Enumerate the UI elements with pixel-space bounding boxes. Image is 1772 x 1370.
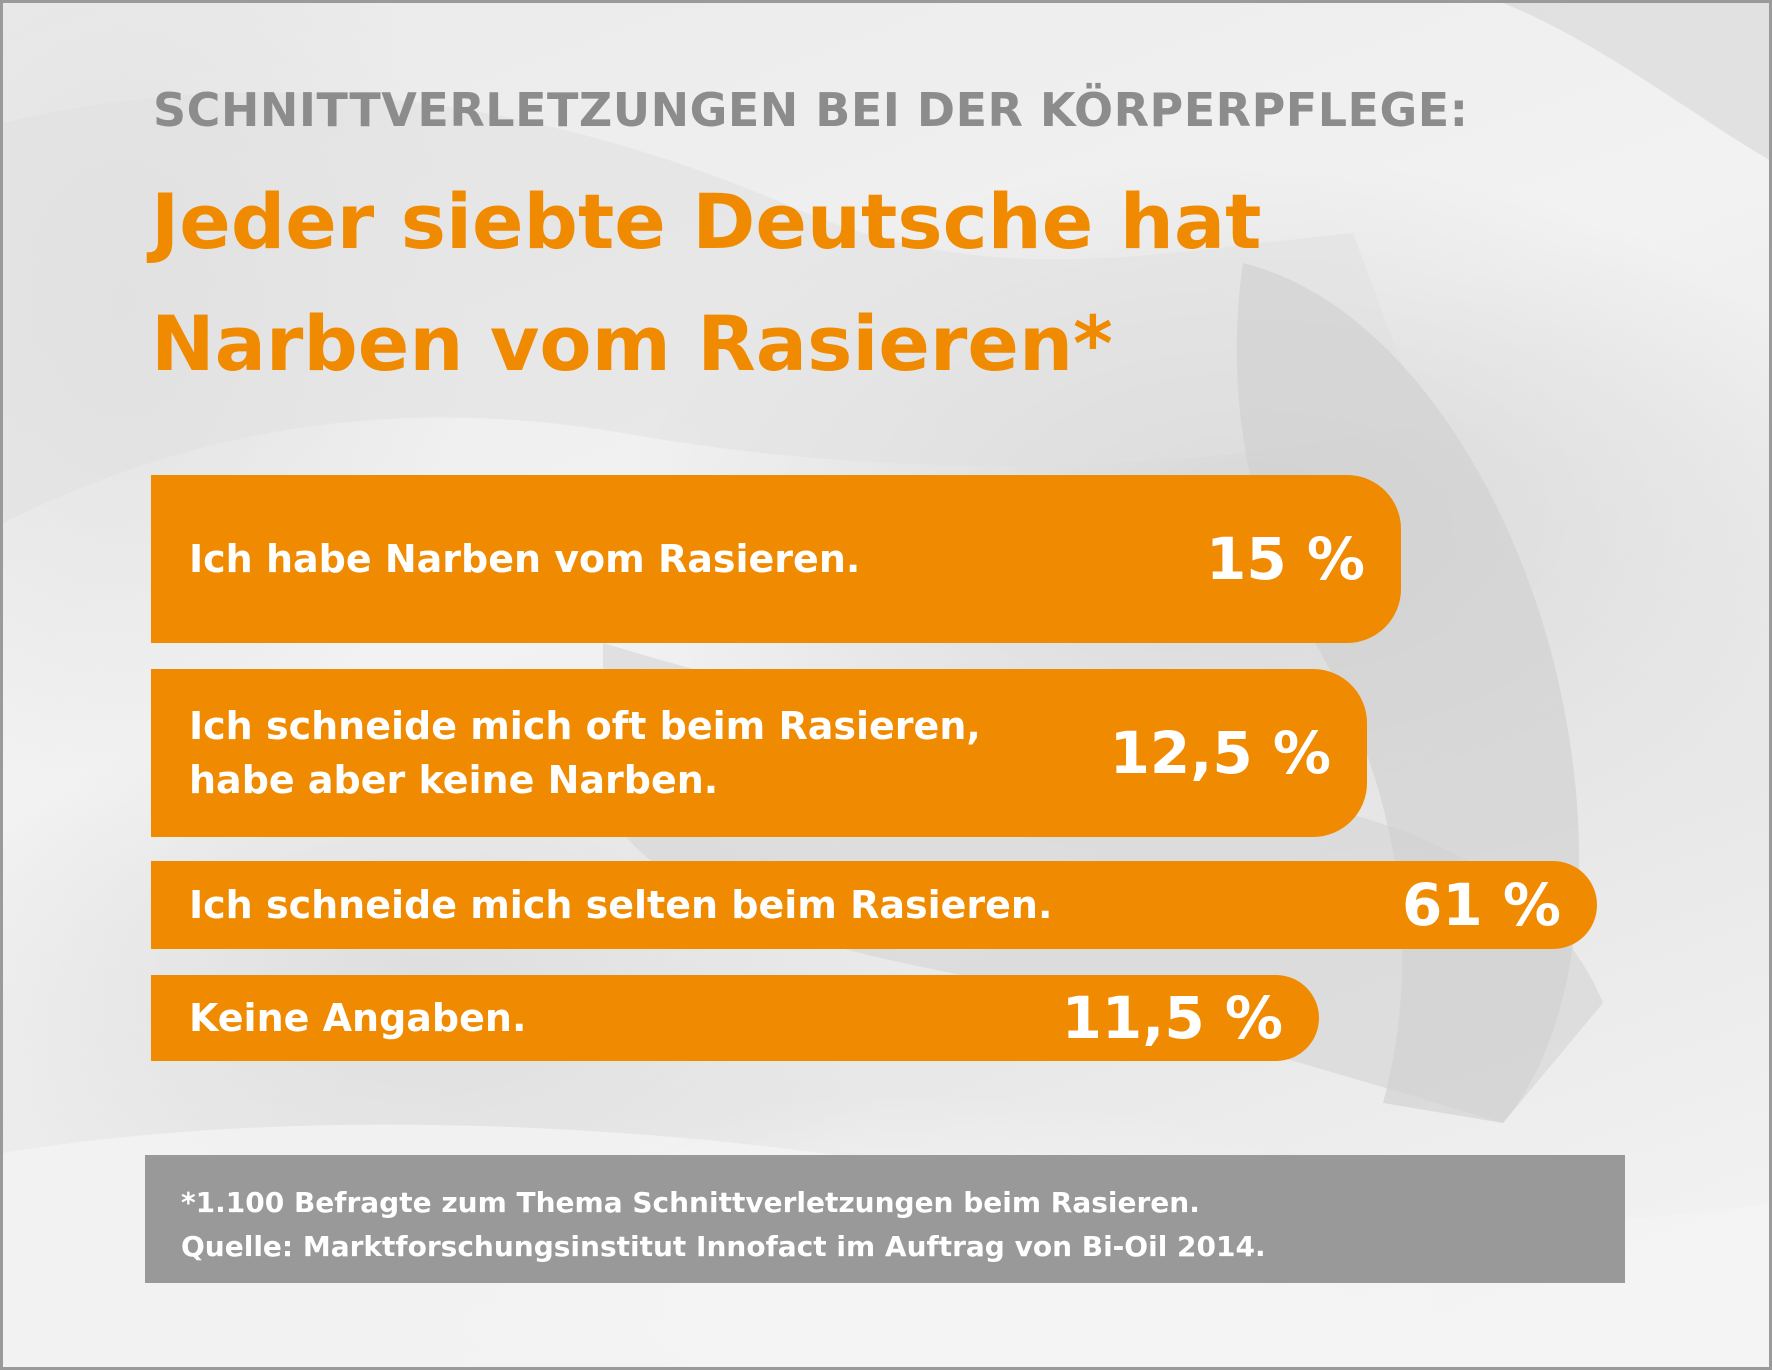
bar-2-label-line-2: habe aber keine Narben. <box>189 758 719 802</box>
bar-3-value: 61 % <box>1401 871 1561 939</box>
headline: Jeder siebte Deutsche hat Narben vom Ras… <box>151 161 1261 405</box>
bar-1-value: 15 % <box>1205 525 1365 593</box>
bar-1-label-line-1: Ich habe Narben vom Rasieren. <box>189 537 861 581</box>
bar-4-value: 11,5 % <box>1061 984 1283 1052</box>
bar-2: Ich schneide mich oft beim Rasieren, hab… <box>151 669 1367 837</box>
bar-4: Keine Angaben. 11,5 % <box>151 975 1319 1061</box>
headline-line-2: Narben vom Rasieren* <box>151 299 1113 388</box>
bar-4-label-line-1: Keine Angaben. <box>189 996 527 1040</box>
footnote-line-1: *1.100 Befragte zum Thema Schnittverletz… <box>181 1186 1200 1219</box>
bar-3-label-line-1: Ich schneide mich selten beim Rasieren. <box>189 883 1053 927</box>
bar-2-label-line-1: Ich schneide mich oft beim Rasieren, <box>189 704 981 748</box>
bar-1-label: Ich habe Narben vom Rasieren. <box>151 532 860 586</box>
bar-3-label: Ich schneide mich selten beim Rasieren. <box>151 878 1052 932</box>
footnote-box: *1.100 Befragte zum Thema Schnittverletz… <box>145 1155 1625 1283</box>
headline-line-1: Jeder siebte Deutsche hat <box>151 177 1262 266</box>
bar-2-label: Ich schneide mich oft beim Rasieren, hab… <box>151 699 981 807</box>
footnote-source: Quelle: Marktforschungsinstitut Innofact… <box>181 1230 1266 1263</box>
bar-3: Ich schneide mich selten beim Rasieren. … <box>151 861 1597 949</box>
kicker-title: SCHNITTVERLETZUNGEN BEI DER KÖRPERPFLEGE… <box>153 83 1469 137</box>
bar-1: Ich habe Narben vom Rasieren. 15 % <box>151 475 1401 643</box>
bar-4-label: Keine Angaben. <box>151 991 526 1045</box>
bar-2-value: 12,5 % <box>1109 719 1331 787</box>
